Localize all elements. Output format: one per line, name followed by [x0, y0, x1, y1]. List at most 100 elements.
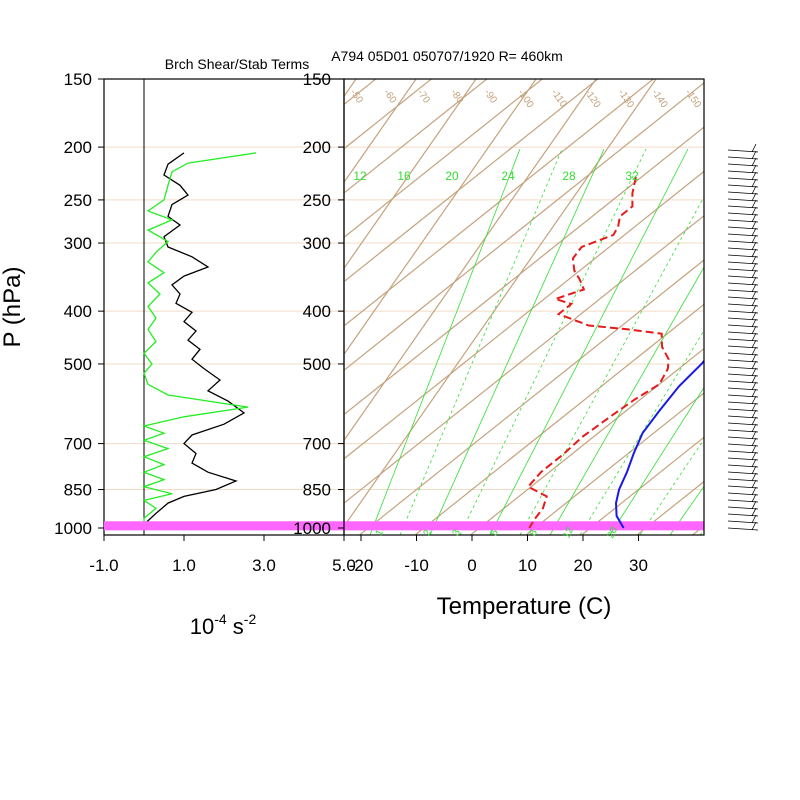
left-x-tick-label: -1.0: [89, 556, 118, 575]
wind-barb-flag: [751, 353, 757, 363]
wind-barb: [727, 429, 759, 433]
isotherm-line: [344, 79, 433, 150]
mixing-ratio-line: [429, 148, 605, 535]
isotherm-label: -80: [448, 87, 466, 106]
left-x-axis-label-exp: -4: [214, 611, 227, 627]
mixing-ratio-label-bottom: 1: [374, 528, 387, 538]
right-y-tick-label: 850: [303, 481, 331, 500]
right-x-tick-label: -10: [404, 556, 429, 575]
wind-barb-flag: [751, 325, 757, 335]
wind-barb: [727, 513, 759, 517]
right-x-tick-label: -20: [349, 556, 374, 575]
right-y-tick-label: 200: [303, 138, 331, 157]
wind-barb: [727, 415, 759, 419]
wind-barb: [727, 296, 759, 300]
wind-barb: [727, 310, 759, 314]
wind-barb-flag: [751, 213, 757, 223]
left-x-axis-label-unit: s: [227, 614, 244, 639]
wind-barb-flag: [751, 171, 757, 181]
wind-barb-flag: [751, 465, 757, 475]
wind-barb-flag: [751, 304, 757, 314]
right-x-tick-label: 20: [574, 556, 593, 575]
wind-barb-flag: [751, 381, 757, 391]
wind-barb-flag: [751, 199, 757, 209]
mixing-ratio-label-top: 20: [445, 169, 459, 183]
mixing-ratio-line: [699, 528, 704, 535]
wind-barb: [727, 191, 759, 195]
wind-barb-flag: [751, 248, 757, 258]
wind-barb: [727, 436, 759, 440]
right-y-tick-label: 700: [303, 435, 331, 454]
wind-barb: [727, 261, 759, 265]
wind-barb-flag: [751, 479, 757, 489]
wind-barb: [727, 233, 759, 237]
mixing-ratio-line: [609, 386, 704, 535]
isotherm-line: [469, 347, 704, 535]
wind-barb-flag: [751, 395, 757, 405]
wind-barb: [727, 471, 759, 475]
y-axis-label: P (hPa): [0, 267, 26, 348]
dry-adiabat-line: [344, 79, 537, 356]
wind-barb: [727, 156, 759, 160]
wind-barb-flag: [751, 423, 757, 433]
mixing-ratio-label-top: 32: [625, 169, 639, 183]
wind-barb-flag: [751, 143, 757, 153]
isotherm-line: [344, 170, 704, 460]
wind-barb-flag: [751, 360, 757, 370]
wind-barb: [727, 184, 759, 188]
left-series-green: [141, 152, 257, 525]
right-x-axis-label: Temperature (C): [437, 593, 612, 620]
wind-barb-flag: [751, 311, 757, 321]
left-series-group: [141, 152, 257, 525]
wind-barb-flag: [751, 416, 757, 426]
right-y-tick-label: 300: [303, 234, 331, 253]
wind-barb: [727, 324, 759, 328]
isotherm-label: -150: [683, 87, 704, 110]
wind-barb: [727, 282, 759, 286]
wind-barb-flag: [751, 472, 757, 482]
wind-barb-flag: [751, 227, 757, 237]
mixing-ratio-label-bottom: 20: [605, 525, 620, 540]
wind-barb: [727, 247, 759, 251]
wind-barb: [727, 240, 759, 244]
wind-barb: [727, 464, 759, 468]
wind-barb: [727, 338, 759, 342]
right-y-tick-label: 150: [303, 70, 331, 89]
right-x-tick-label: 30: [629, 556, 648, 575]
mixing-ratio-lines: [369, 148, 704, 535]
mixing-ratio-label-top: 24: [501, 169, 515, 183]
wind-barb: [727, 219, 759, 223]
wind-barb-flag: [751, 514, 757, 524]
isotherm-line: [344, 82, 704, 371]
wind-barb: [727, 317, 759, 321]
isotherm-line: [344, 79, 655, 327]
isotherm-line: [358, 259, 704, 535]
wind-barb-flag: [751, 255, 757, 265]
right-y-tick-label: 400: [303, 302, 331, 321]
wind-barb: [727, 254, 759, 258]
mixing-ratio-line: [399, 148, 563, 535]
mixing-ratio-label-bottom: 3: [451, 528, 464, 538]
wind-barb-flag: [751, 402, 757, 412]
mixing-ratio-line: [519, 195, 704, 535]
dry-adiabat-line: [344, 79, 657, 528]
wind-barb: [727, 212, 759, 216]
left-y-ticks: 150 200 250 300 400 500 700 850 1000: [54, 70, 104, 538]
isotherm-line: [0, 63, 341, 538]
left-series-black: [143, 152, 246, 525]
isotherm-line: [344, 126, 704, 416]
wind-barb-flag: [751, 437, 757, 447]
left-y-tick-label: 400: [64, 302, 92, 321]
wind-barb: [727, 303, 759, 307]
isotherm-line: [344, 79, 544, 239]
wind-barb: [727, 506, 759, 510]
dry-adiabat-line: [344, 79, 597, 442]
wind-barb-flag: [751, 185, 757, 195]
isotherm-label: -60: [381, 87, 399, 106]
wind-barb: [727, 492, 759, 496]
wind-barb: [727, 226, 759, 230]
left-x-ticks: -1.0 1.0 3.0 5.0: [89, 535, 356, 575]
left-x-tick-label: 1.0: [172, 556, 196, 575]
